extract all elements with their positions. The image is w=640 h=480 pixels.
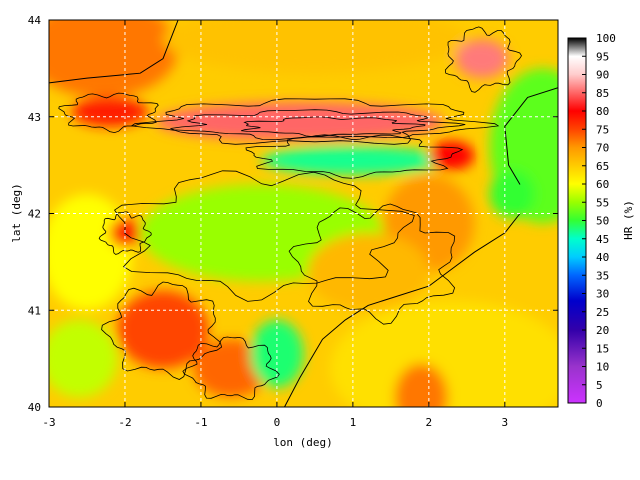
- y-tick-label: 40: [28, 401, 41, 414]
- colorbar-tick-label: 5: [596, 379, 603, 392]
- colorbar-tick-label: 30: [596, 288, 609, 301]
- colorbar-tick-label: 10: [596, 361, 609, 374]
- colorbar-tick-label: 70: [596, 142, 609, 155]
- x-tick-label: -2: [118, 416, 131, 429]
- contour-line: [170, 109, 466, 141]
- contour-line: [58, 92, 159, 134]
- region-west-plateau: [49, 194, 133, 311]
- colorbar-tick-label: 85: [596, 87, 609, 100]
- y-axis-label: lat (deg): [10, 183, 23, 243]
- humidity-field: [49, 20, 558, 407]
- x-tick-label: 1: [350, 416, 357, 429]
- region-sea-balearic-strip: [394, 363, 448, 407]
- colorbar-ticks: 1009590858075706560555045403530252015105…: [582, 32, 616, 410]
- colorbar-tick-label: 55: [596, 196, 609, 209]
- y-tick-label: 44: [28, 14, 42, 27]
- contour-line: [98, 211, 152, 255]
- region-sea-south-east: [330, 300, 558, 407]
- y-tick-label: 43: [28, 111, 41, 124]
- colorbar-tick-label: 25: [596, 306, 609, 319]
- region-valencia-coast: [250, 319, 304, 388]
- x-tick-label: -3: [42, 416, 55, 429]
- colorbar-tick-label: 90: [596, 69, 609, 82]
- colorbar-tick-label: 40: [596, 251, 609, 264]
- region-catalan-coast-blue: [489, 169, 536, 219]
- region-south-west-green: [49, 319, 118, 398]
- x-axis-ticks: -3 -2 -1 0 1 2 3: [42, 20, 508, 429]
- contour-line: [241, 116, 426, 138]
- x-tick-label: 2: [426, 416, 433, 429]
- coastline-segment: [504, 87, 558, 185]
- x-tick-label: 0: [274, 416, 281, 429]
- colorbar-tick-label: 20: [596, 324, 609, 337]
- colorbar-tick-label: 95: [596, 50, 609, 63]
- contour-line: [288, 203, 456, 325]
- y-tick-label: 41: [28, 304, 41, 317]
- region-northwest-orange: [49, 20, 179, 98]
- x-tick-label: -1: [194, 416, 207, 429]
- colorbar-tick-label: 15: [596, 342, 609, 355]
- region-iberian-range: [117, 290, 209, 369]
- region-massif-central: [455, 39, 509, 79]
- colorbar-tick-label: 0: [596, 397, 603, 410]
- colorbar-tick-label: 50: [596, 215, 609, 228]
- contour-line: [444, 26, 522, 93]
- grid-lines: [49, 20, 558, 407]
- contour-line: [245, 134, 464, 179]
- colorbar-tick-label: 65: [596, 160, 609, 173]
- colorbar-tick-label: 100: [596, 32, 616, 45]
- colorbar-tick-label: 80: [596, 105, 609, 118]
- x-tick-label: 3: [502, 416, 509, 429]
- map-plot-area: [49, 20, 558, 407]
- colorbar: 1009590858075706560555045403530252015105…: [567, 32, 635, 410]
- colorbar-tick-label: 45: [596, 233, 609, 246]
- y-axis-ticks: 40 41 42 43 44: [28, 14, 558, 414]
- region-catalonia-inland: [307, 232, 429, 311]
- region-atlantic-north: [163, 20, 467, 74]
- colorbar-tick-label: 60: [596, 178, 609, 191]
- colorbar-label: HR (%): [622, 200, 635, 240]
- colorbar-tick-label: 35: [596, 269, 609, 282]
- region-pyrenees-high: [155, 102, 445, 141]
- coastline-segment: [49, 20, 179, 84]
- y-tick-label: 42: [28, 208, 41, 221]
- x-axis-label: lon (deg): [273, 436, 333, 449]
- colorbar-tick-label: 75: [596, 123, 609, 136]
- region-pyrenees-northwest: [71, 97, 148, 127]
- contour-line: [101, 281, 223, 380]
- contour-line: [182, 336, 280, 400]
- region-teruel-highlands: [193, 339, 270, 398]
- coastline: [49, 20, 558, 407]
- coastline-segment: [284, 213, 521, 407]
